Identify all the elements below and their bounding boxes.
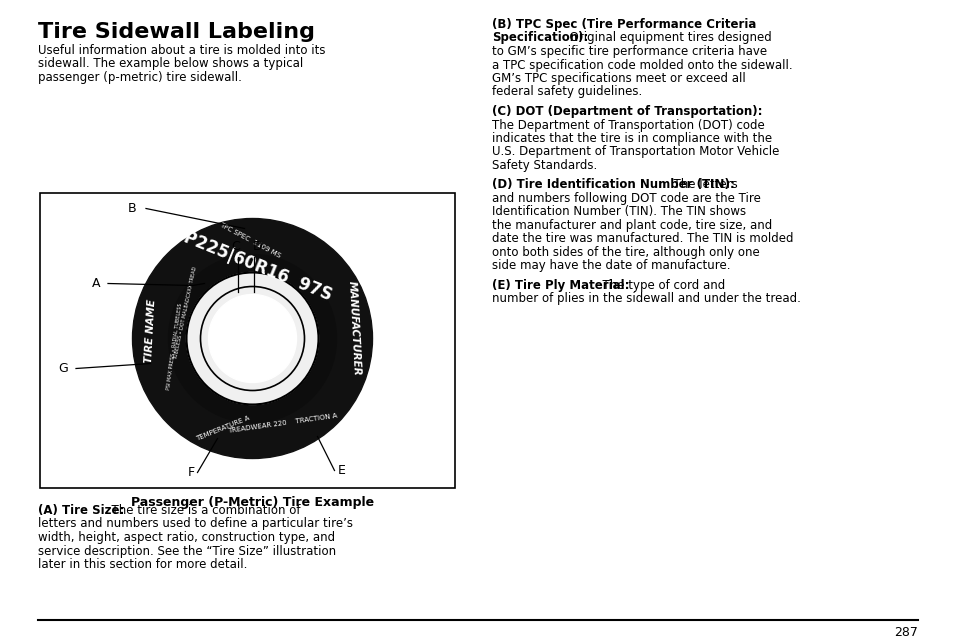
Text: (C) DOT (Department of Transportation):: (C) DOT (Department of Transportation): (492, 105, 761, 118)
Text: GM’s TPC specifications meet or exceed all: GM’s TPC specifications meet or exceed a… (492, 72, 745, 85)
Text: sidewall. The example below shows a typical: sidewall. The example below shows a typi… (38, 57, 303, 71)
Text: C: C (231, 240, 239, 254)
Text: (A) Tire Size:: (A) Tire Size: (38, 504, 124, 517)
Circle shape (169, 254, 336, 422)
Text: E: E (337, 464, 345, 477)
Text: federal safety guidelines.: federal safety guidelines. (492, 85, 641, 99)
Text: onto both sides of the tire, although only one: onto both sides of the tire, although on… (492, 246, 759, 259)
Text: 287: 287 (893, 626, 917, 636)
Text: passenger (p-metric) tire sidewall.: passenger (p-metric) tire sidewall. (38, 71, 242, 84)
Text: (E) Tire Ply Material:: (E) Tire Ply Material: (492, 279, 629, 292)
Text: The tire size is a combination of: The tire size is a combination of (104, 504, 300, 517)
Text: B: B (128, 202, 136, 215)
Circle shape (209, 294, 296, 382)
Text: the manufacturer and plant code, tire size, and: the manufacturer and plant code, tire si… (492, 219, 771, 232)
Text: TEMPERATURE A: TEMPERATURE A (194, 415, 250, 442)
Text: Specification):: Specification): (492, 32, 588, 45)
Text: letters and numbers used to define a particular tire’s: letters and numbers used to define a par… (38, 518, 353, 530)
Text: PSI MAX PRESS • RADIAL TUBELESS: PSI MAX PRESS • RADIAL TUBELESS (166, 303, 183, 390)
Text: TPC SPEC  1109 MS: TPC SPEC 1109 MS (219, 222, 282, 259)
Text: Useful information about a tire is molded into its: Useful information about a tire is molde… (38, 44, 325, 57)
Text: P225|60R16  97S: P225|60R16 97S (180, 228, 334, 305)
Text: Identification Number (TIN). The TIN shows: Identification Number (TIN). The TIN sho… (492, 205, 745, 219)
Text: (B) TPC Spec (Tire Performance Criteria: (B) TPC Spec (Tire Performance Criteria (492, 18, 756, 31)
Text: side may have the date of manufacture.: side may have the date of manufacture. (492, 259, 730, 272)
Bar (40, 193, 455, 488)
Text: TIRE NAME: TIRE NAME (144, 298, 157, 363)
Text: (D) Tire Identification Number (TIN):: (D) Tire Identification Number (TIN): (492, 179, 734, 191)
Text: TREADWEAR 220    TRACTION A: TREADWEAR 220 TRACTION A (227, 413, 337, 434)
Text: service description. See the “Tire Size” illustration: service description. See the “Tire Size”… (38, 544, 335, 558)
Text: G: G (58, 362, 68, 375)
Text: F: F (187, 466, 194, 479)
Text: Passenger (P-Metric) Tire Example: Passenger (P-Metric) Tire Example (131, 496, 374, 509)
Text: a TPC specification code molded onto the sidewall.: a TPC specification code molded onto the… (492, 59, 792, 71)
Text: to GM’s specific tire performance criteria have: to GM’s specific tire performance criter… (492, 45, 766, 58)
Text: TUBELESS • DOT MAL8ADCXXX TREAD: TUBELESS • DOT MAL8ADCXXX TREAD (173, 266, 197, 361)
Text: U.S. Department of Transportation Motor Vehicle: U.S. Department of Transportation Motor … (492, 146, 779, 158)
Text: The letters: The letters (665, 179, 737, 191)
Text: A: A (91, 277, 100, 290)
Text: The type of cord and: The type of cord and (595, 279, 725, 292)
Text: D: D (253, 240, 262, 254)
Text: width, height, aspect ratio, construction type, and: width, height, aspect ratio, constructio… (38, 531, 335, 544)
Text: number of plies in the sidewall and under the tread.: number of plies in the sidewall and unde… (492, 293, 800, 305)
Text: indicates that the tire is in compliance with the: indicates that the tire is in compliance… (492, 132, 771, 145)
Circle shape (132, 219, 372, 459)
Text: Safety Standards.: Safety Standards. (492, 159, 597, 172)
Text: MANUFACTURER: MANUFACTURER (347, 281, 361, 377)
Text: later in this section for more detail.: later in this section for more detail. (38, 558, 247, 571)
Text: The Department of Transportation (DOT) code: The Department of Transportation (DOT) c… (492, 118, 764, 132)
Text: date the tire was manufactured. The TIN is molded: date the tire was manufactured. The TIN … (492, 233, 793, 245)
Circle shape (186, 272, 318, 404)
Text: Original equipment tires designed: Original equipment tires designed (562, 32, 771, 45)
Text: and numbers following DOT code are the Tire: and numbers following DOT code are the T… (492, 192, 760, 205)
Text: Tire Sidewall Labeling: Tire Sidewall Labeling (38, 22, 314, 42)
